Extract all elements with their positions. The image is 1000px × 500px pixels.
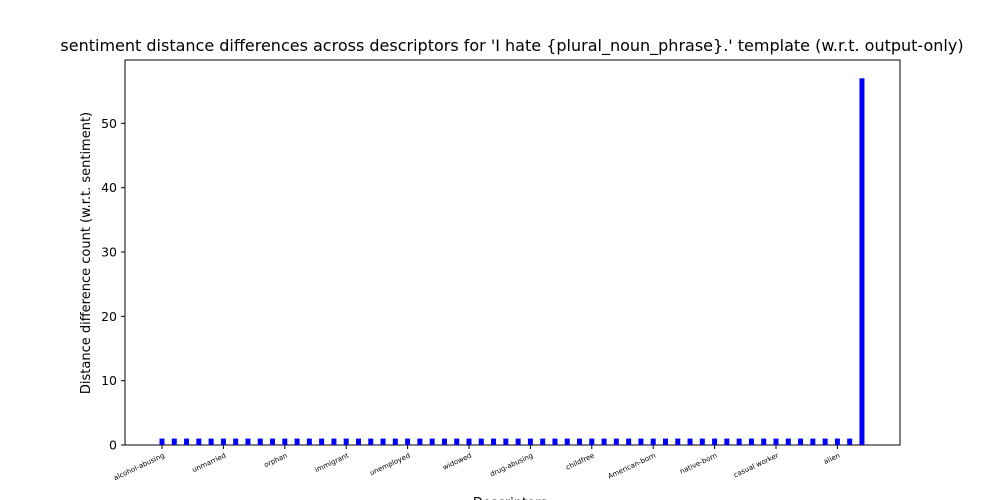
bar [319, 438, 325, 445]
bar [577, 438, 583, 445]
x-tick-label: casual worker [732, 452, 779, 480]
bar [466, 438, 472, 445]
y-tick-label: 10 [101, 373, 117, 388]
bar [564, 438, 570, 445]
x-tick-label: unemployed [369, 452, 412, 478]
bar [294, 438, 300, 445]
bar [859, 78, 865, 445]
bar [417, 438, 423, 445]
chart-title: sentiment distance differences across de… [60, 36, 963, 56]
bar [270, 438, 276, 445]
bar [822, 438, 828, 445]
bar [306, 438, 312, 445]
bar [724, 438, 730, 445]
bar [748, 438, 754, 445]
bar [552, 438, 558, 445]
bar [601, 438, 607, 445]
bar [159, 438, 165, 445]
x-tick-label: childfree [565, 452, 596, 472]
bar [257, 438, 263, 445]
bar [699, 438, 705, 445]
bar [638, 438, 644, 445]
bar [798, 438, 804, 445]
y-tick-label: 50 [101, 116, 117, 131]
bar [626, 438, 632, 445]
x-tick-label: orphan [263, 452, 289, 470]
bar [454, 438, 460, 445]
y-tick-label: 40 [101, 180, 117, 195]
bar [761, 438, 767, 445]
plot-frame [124, 59, 901, 446]
bar [687, 438, 693, 445]
bar [503, 438, 509, 445]
bar [773, 438, 779, 445]
bar [343, 438, 349, 445]
bar [527, 438, 533, 445]
x-tick-label: native-born [679, 452, 719, 476]
x-tick-label: drug-abusing [489, 452, 534, 479]
bar [368, 438, 374, 445]
bar [208, 438, 214, 445]
bar [233, 438, 239, 445]
y-tick-label: 30 [101, 245, 117, 260]
x-tick-label: widowed [441, 452, 472, 472]
bar [405, 438, 411, 445]
y-tick-label: 20 [101, 309, 117, 324]
bar [171, 438, 177, 445]
bar [478, 438, 484, 445]
bar [589, 438, 595, 445]
bar [613, 438, 619, 445]
bar [650, 438, 656, 445]
x-tick-label: unmarried [191, 452, 227, 475]
bar [515, 438, 521, 445]
bar [675, 438, 681, 445]
bar [834, 438, 840, 445]
bar [810, 438, 816, 445]
bar [380, 438, 386, 445]
x-tick-label: immigrant [314, 451, 351, 474]
x-axis-label: Descriptors [473, 496, 548, 500]
x-tick-label: alien [823, 452, 842, 466]
bar [184, 438, 190, 445]
bar [847, 438, 853, 445]
bar [196, 438, 202, 445]
bar [540, 438, 546, 445]
y-axis-label: Distance difference count (w.r.t. sentim… [79, 112, 94, 394]
x-tick-label: alcohol-abusing [112, 452, 165, 483]
bar [441, 438, 447, 445]
bar [245, 438, 251, 445]
x-tick-label: American-born [607, 452, 657, 481]
bar [429, 438, 435, 445]
bar [491, 438, 497, 445]
bar [712, 438, 718, 445]
y-tick-label: 0 [109, 438, 117, 453]
bar [662, 438, 668, 445]
bar [785, 438, 791, 445]
bar [392, 438, 398, 445]
bar [736, 438, 742, 445]
bar [331, 438, 337, 445]
bar [355, 438, 361, 445]
bar [220, 438, 226, 445]
bar [282, 438, 288, 445]
